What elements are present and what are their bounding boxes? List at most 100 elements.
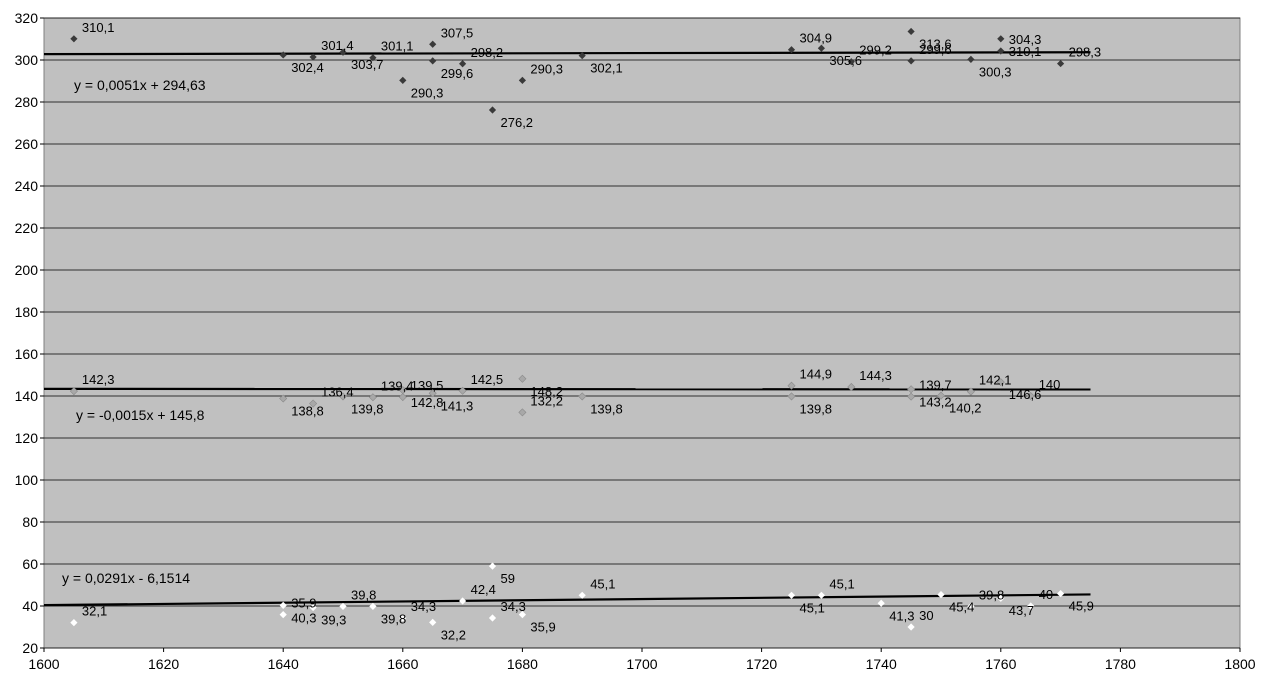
y-tick-label: 240 [15,178,39,194]
data-label: 139,8 [800,401,833,416]
data-label: 142,5 [471,372,504,387]
data-label: 299,6 [919,42,952,57]
data-point [279,51,287,59]
data-label: 298,2 [471,45,504,60]
data-label: 32,2 [441,627,466,642]
grid-lines [44,17,1240,649]
data-point [518,76,526,84]
x-tick-label: 1740 [866,656,897,672]
data-point [279,601,287,609]
data-point [309,603,317,612]
data-label: 39,8 [381,611,406,626]
data-label: 298,3 [1069,45,1102,60]
data-point [578,51,586,60]
data-label: 34,3 [501,599,526,614]
data-label: 301,1 [381,39,414,54]
data-point [518,408,527,417]
data-label: 142,8 [411,395,444,410]
data-label: 35,9 [291,596,316,611]
data-point [279,611,287,619]
data-label: 136,4 [321,385,354,400]
data-point [429,57,437,65]
y-tick-label: 120 [15,430,39,446]
data-label: 144,9 [800,367,833,382]
data-point [339,602,347,611]
data-point [578,591,586,599]
data-label: 302,4 [291,60,324,75]
data-point [907,623,915,631]
plot-area [43,17,1241,649]
data-point [368,393,377,402]
data-point [459,60,467,68]
data-point [1057,59,1065,68]
data-point [69,387,78,396]
data-point [428,389,437,398]
data-point [369,54,377,62]
data-label: 302,1 [590,61,623,76]
data-point [338,392,348,401]
data-point [399,614,407,622]
data-label: 300,3 [979,64,1012,79]
trendline-3 [43,593,1091,607]
data-label: 148,2 [530,384,563,399]
y-tick-label: 40 [22,598,38,614]
x-tick-label: 1660 [387,656,418,672]
data-labels: 310,1 302,4 301,4 303,7 301,1 290,3 307,5 299,6… [82,20,1101,643]
data-label: 142,3 [82,372,115,387]
y-tick-label: 160 [15,346,39,362]
x-tick-label: 1720 [746,656,777,672]
x-tick-label: 1640 [268,656,299,672]
data-point [398,393,407,402]
data-point [967,55,975,63]
data-label: 310,1 [82,20,115,35]
data-label: 301,4 [321,38,354,53]
data-point [787,392,796,401]
y-tick-label: 300 [15,52,39,68]
y-tick-label: 200 [15,262,39,278]
data-point [817,591,825,599]
data-point [1057,590,1065,598]
x-tick-label: 1700 [626,656,657,672]
y-tick-label: 280 [15,94,39,110]
data-point [518,374,527,383]
data-label: 304,9 [800,31,833,46]
data-label: 139,5 [411,378,444,393]
data-label: 290,3 [530,61,563,76]
y-tick-label: 100 [15,472,39,488]
data-label: 303,7 [351,57,384,72]
data-point [309,399,318,408]
x-tick-label: 1600 [28,656,59,672]
data-point [488,562,497,570]
data-label: 39,8 [351,587,376,602]
data-label: 305,6 [829,53,862,68]
data-label: 45,9 [1069,599,1094,614]
data-label: 43,7 [1009,603,1034,618]
data-point [279,394,288,403]
data-point [937,591,945,599]
data-label: 35,9 [530,620,555,635]
data-point [518,611,526,619]
data-label: 45,4 [949,600,974,615]
data-point [429,618,437,626]
data-point [997,35,1005,43]
data-point [399,76,407,84]
data-point [997,594,1005,602]
data-point [309,53,317,61]
data-label: 40 [1039,587,1053,602]
x-tick-label: 1780 [1105,656,1136,672]
y-tick-label: 260 [15,136,39,152]
data-point [787,591,796,599]
data-label: 40,3 [291,610,316,625]
data-label: 310,1 [1009,44,1042,59]
data-point [787,46,796,54]
data-point [488,106,497,114]
data-label: 299,2 [859,43,892,58]
trendline-2 [43,387,1091,391]
x-tick-label: 1680 [507,656,538,672]
data-point [488,614,497,622]
axis-ticks: 20 40 60 80 100 120 140 160 180 200 220 240 260 280 30… [15,10,1256,672]
x-tick-label: 1620 [148,656,179,672]
trend-equation-1: y = 0,0051x + 294,63 [74,77,206,93]
data-point [1027,602,1035,610]
data-label: 299,6 [441,66,474,81]
